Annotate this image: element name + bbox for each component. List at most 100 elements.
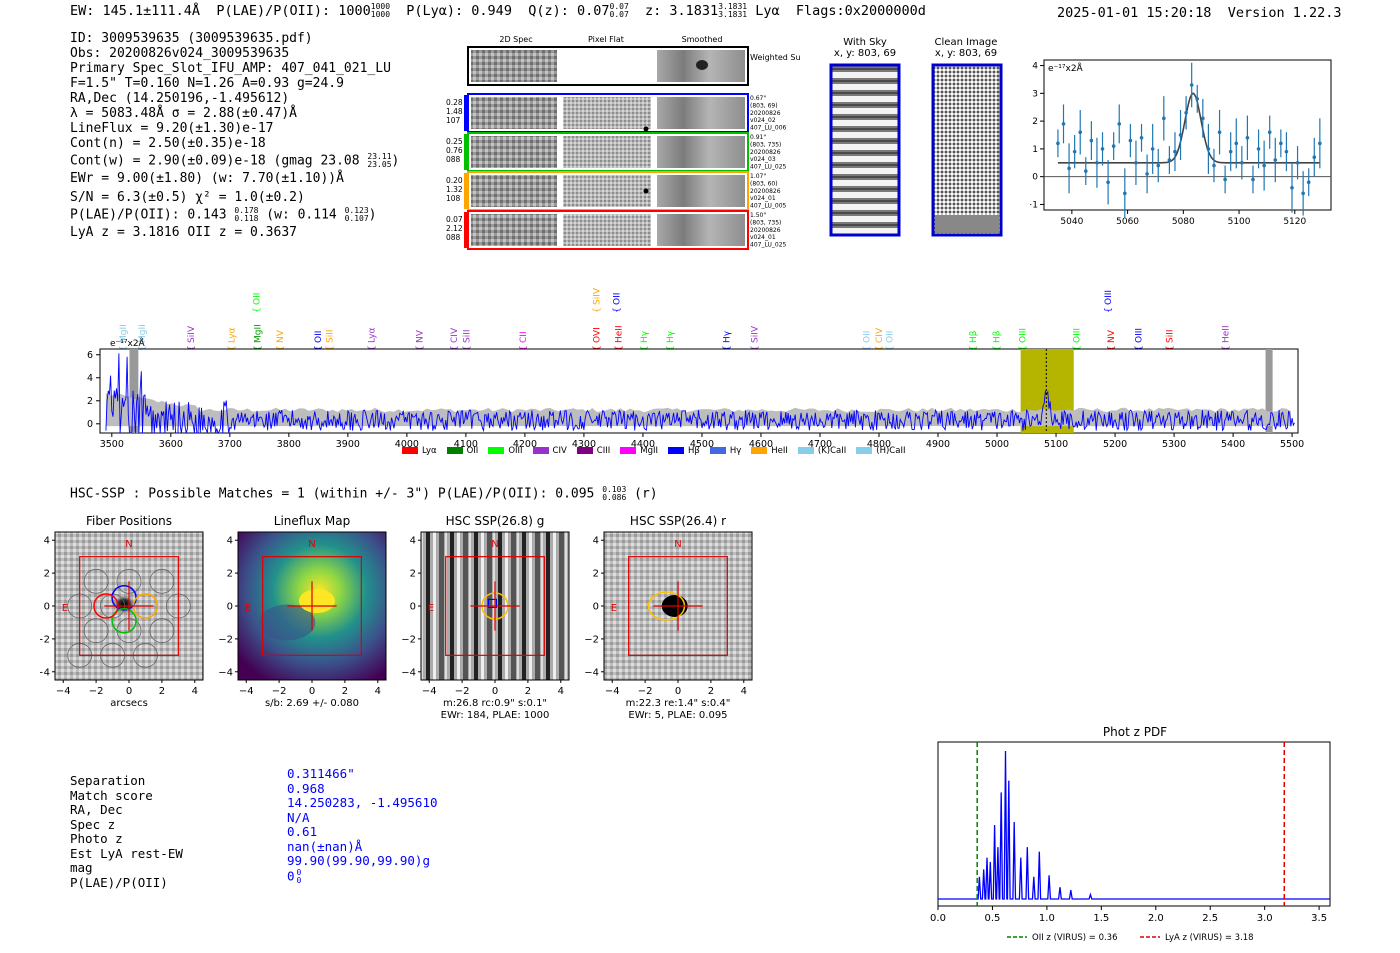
match-label: RA, Dec: [70, 802, 123, 817]
zoom-xtick-label: 5080: [1172, 217, 1195, 227]
spectrum-xtick-label: 4700: [808, 439, 832, 450]
spectrum-line-label: CIV: [450, 327, 460, 343]
match-value: 0.311466": [287, 766, 355, 781]
cutout-right-value: v024_03: [750, 156, 776, 163]
plae-w-lo: 0.107: [344, 214, 369, 223]
hsc-north-label: N: [308, 539, 315, 550]
hsc-panel-xlabel: m:26.8 rc:0.9" s:0.1": [443, 698, 547, 709]
spectrum-line-label: NV: [276, 329, 286, 343]
hsc-ytick-label: 4: [44, 536, 50, 547]
with-sky-title: With Sky: [843, 37, 887, 48]
photz-pdf-line: [938, 750, 1330, 900]
hsc-summary: HSC-SSP : Possible Matches = 1 (within +…: [70, 486, 658, 502]
match-label: Est LyA rest-EW: [70, 845, 183, 861]
spectrum-legend-item: Lyα: [402, 446, 437, 456]
spectrum-xtick-label: 5100: [1044, 439, 1068, 450]
spectrum-legend-label: (K)CaII: [817, 446, 847, 456]
lineflux-blob: [259, 604, 316, 641]
photz-plot: [938, 742, 1330, 906]
spectrum-line-label: OIII: [1018, 328, 1028, 343]
plae-w-close: ): [368, 207, 377, 223]
hsc-xtick-label: −2: [272, 686, 287, 697]
hsc-image-panels: Fiber Positions N E 4 2 0 −2 −4 −4 −2 0 2 4 arcsecs Li…: [40, 514, 753, 721]
cutout-right-value: 20200826: [750, 227, 781, 234]
spectrum-line-bracket: {: [326, 345, 336, 351]
cutout-right-value: 407_LU_025: [750, 164, 787, 171]
clean-image: [931, 63, 1003, 237]
cutout-smooth: [657, 175, 745, 207]
spectrum-xtick-label: 3900: [336, 439, 360, 450]
cutout-row-marker: [464, 173, 467, 209]
hsc-panel: Lineflux Map N E 4 2 0 −2 −4 −4 −2 0 2 4 s/b: 2.69 +/…: [218, 514, 387, 709]
hsc-search-box: [628, 556, 728, 656]
photz-pdf-chart: Phot z PDF 0.0 0.5 1.0 1.5 2.0 2.5 3.0 3.5 OII …: [930, 725, 1331, 943]
spectrum-xtick-label: 4000: [395, 439, 419, 450]
header-flags: Flags:0x2000000d: [795, 3, 926, 19]
cutout-right-value: 1.07": [750, 173, 766, 180]
spectrum-line-bracket: {: [314, 345, 324, 351]
spectrum-legend-label: HeII: [771, 446, 788, 456]
info-line: RA,Dec (14.250196,-1.495612): [70, 91, 290, 106]
photz-legend-oii: OII z (VIRUS) = 0.36: [1032, 933, 1118, 943]
spectrum-line-bracket: {: [1018, 345, 1028, 351]
match-label: Photo z: [70, 831, 123, 846]
photz-xtick-label: 1.0: [1039, 913, 1055, 924]
spectrum-line-label: Hγ: [723, 330, 733, 343]
cutout-right-value: v024_02: [750, 117, 776, 124]
photz-plot-frame: [937, 741, 1331, 907]
zoom-data-point: [1128, 138, 1133, 143]
cutout-left-value: 0.07: [446, 215, 463, 224]
hsc-xtick-label: 4: [192, 686, 198, 697]
spectrum-error-band: [105, 393, 1291, 427]
header-version: Version 1.22.3: [1227, 5, 1342, 21]
spectrum-legend-label: Hγ: [729, 446, 742, 456]
cutout-left-value: 088: [446, 155, 461, 164]
zoom-data-point: [1173, 149, 1177, 154]
spectrum-line-label: OII: [886, 331, 896, 343]
hsc-ytick-label: 0: [227, 602, 233, 613]
spectrum-xtick-label: 4300: [572, 439, 596, 450]
header-plae-lo: 1000: [370, 10, 391, 19]
col-smoothed: Smoothed: [682, 35, 723, 44]
cutout-hot-pixel: [643, 126, 649, 132]
spectrum-line-bracket: {: [1135, 345, 1145, 351]
info-line: LineFlux = 9.20(±1.30)e-17: [70, 121, 274, 136]
header-z: z: 3.1831: [645, 3, 719, 19]
spectrum-xtick-label: 3500: [100, 439, 124, 450]
spectrum-line-label: SiII: [326, 329, 336, 343]
spectrum-ytick-label: 4: [87, 373, 93, 384]
hsc-ytick-label: −4: [218, 667, 233, 678]
hsc-xtick-label: 0: [492, 686, 498, 697]
spectrum-line-label: OIII: [1104, 290, 1114, 305]
spectrum-legend-swatch: [709, 447, 726, 454]
spectrum-line-label: OIII: [1135, 328, 1145, 343]
hsc-xtick-label: −4: [605, 686, 620, 697]
hsc-ytick-label: 2: [44, 569, 50, 580]
cutout-hot-pixel: [643, 188, 649, 194]
hsc-ytick-label: 0: [410, 602, 416, 613]
zoom-data-point: [1240, 160, 1244, 165]
header-bar: EW: 145.1±111.4Å P(LAE)/P(OII): 10001000…: [70, 2, 926, 20]
cutout-left-value: 1.32: [446, 185, 463, 194]
plae-lo: 0.118: [234, 214, 259, 223]
zoom-data-point: [1228, 149, 1233, 154]
match-value: nan(±nan)Å: [287, 838, 363, 854]
hsc-search-box: [262, 556, 362, 656]
zoom-ytick-label: 3: [1032, 89, 1038, 99]
cutout-2d: [471, 97, 557, 129]
spectrum-xtick-label: 4400: [631, 439, 655, 450]
zoom-data-point: [1145, 172, 1149, 176]
weighted-label: Weighted Sum: [750, 53, 800, 62]
spectrum-plot: [105, 349, 1295, 435]
spectrum-legend-swatch: [668, 447, 685, 454]
zoom-data-point: [1256, 147, 1261, 151]
cutout-row-marker: [464, 212, 467, 248]
spectrum-line-bracket: {: [462, 345, 472, 351]
zoom-data-point: [1156, 163, 1161, 168]
hsc-ytick-label: −4: [40, 667, 50, 678]
hsc-ytick-label: −2: [218, 634, 233, 645]
sky-images: [829, 63, 1003, 237]
header-qz-hi: 0.07: [609, 2, 629, 11]
spectrum-line-bracket: {: [187, 345, 197, 351]
hsc-xtick-label: −2: [89, 686, 104, 697]
